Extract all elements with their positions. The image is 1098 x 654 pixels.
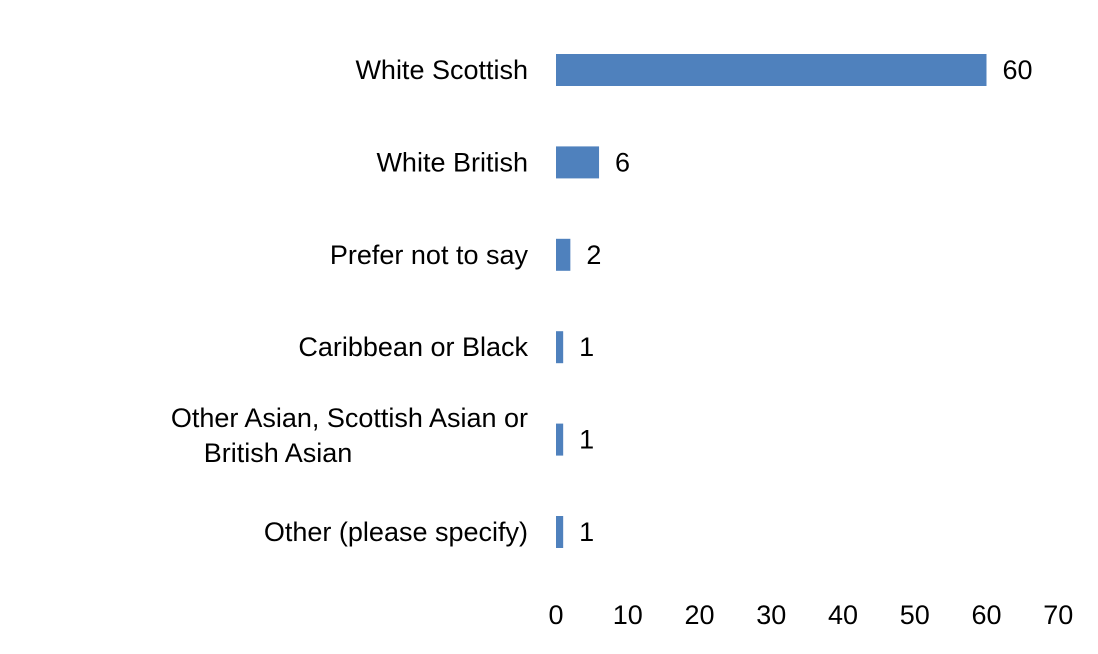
x-axis-ticks-group: 0 10 20 30 40 50 60 70 — [548, 600, 1073, 630]
category-label: Other Asian, Scottish Asian or British As… — [171, 403, 528, 468]
bar — [556, 423, 564, 456]
bar — [556, 331, 564, 364]
x-tick-label: 30 — [756, 600, 786, 630]
category-label: Caribbean or Black — [298, 332, 528, 362]
data-label: 1 — [579, 332, 594, 362]
x-tick-label: 40 — [828, 600, 858, 630]
x-tick-label: 50 — [900, 600, 930, 630]
data-label: 6 — [615, 147, 630, 177]
bars-group — [556, 54, 987, 548]
category-label: Prefer not to say — [330, 240, 529, 270]
category-label: Other (please specify) — [264, 517, 528, 547]
bar — [556, 146, 600, 179]
data-label: 1 — [579, 425, 594, 455]
bar — [556, 238, 571, 271]
x-tick-label: 20 — [684, 600, 714, 630]
data-label: 60 — [1003, 55, 1033, 85]
category-label: White Scottish — [355, 55, 528, 85]
x-tick-label: 10 — [613, 600, 643, 630]
x-tick-label: 60 — [971, 600, 1001, 630]
category-label: White British — [376, 147, 528, 177]
category-labels-group: White Scottish White British Prefer not to… — [171, 55, 529, 547]
x-tick-label: 70 — [1043, 600, 1073, 630]
bar — [556, 516, 564, 548]
data-labels-group: 60 6 2 1 1 1 — [579, 55, 1032, 547]
data-label: 1 — [579, 517, 594, 547]
bar — [556, 54, 987, 86]
x-tick-label: 0 — [548, 600, 563, 630]
data-label: 2 — [586, 240, 601, 270]
